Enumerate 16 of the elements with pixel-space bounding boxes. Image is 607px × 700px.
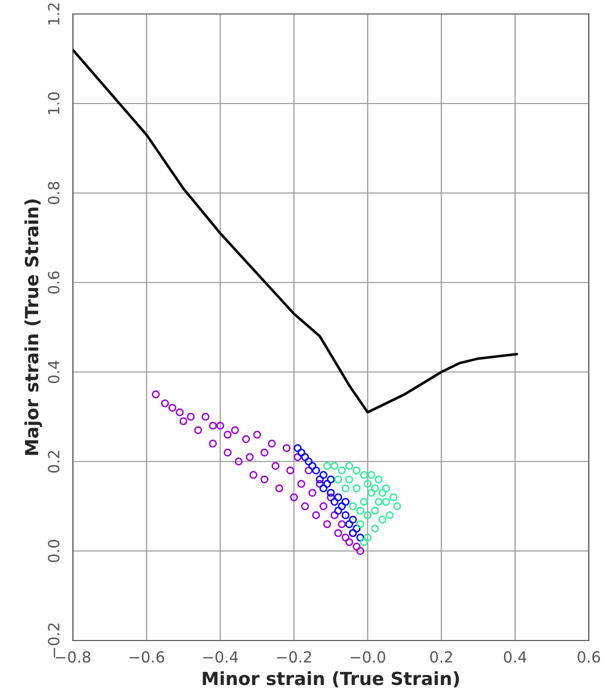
x-tick-label: 0.4 <box>504 651 526 663</box>
y-tick-label: 0.2 <box>48 450 60 473</box>
y-tick-label: 0.6 <box>48 271 60 294</box>
x-tick-label: 0.2 <box>430 651 452 663</box>
x-tick-label: −0.0 <box>350 651 386 663</box>
y-tick-label: 0.8 <box>48 182 60 204</box>
y-axis-title: Major strain (True Strain) <box>24 199 42 455</box>
x-tick-label: −0.2 <box>277 651 311 663</box>
x-tick-label: −0.4 <box>203 651 238 663</box>
x-axis-title: Minor strain (True Strain) <box>202 671 459 688</box>
x-tick-label: −0.6 <box>130 651 164 663</box>
y-tick-label: 1.0 <box>48 92 60 114</box>
y-tick-label: 0.4 <box>48 360 60 384</box>
y-tick-label: 1.2 <box>48 3 60 24</box>
y-tick-label: 0.0 <box>48 540 60 562</box>
x-tick-label: 0.6 <box>578 651 600 663</box>
